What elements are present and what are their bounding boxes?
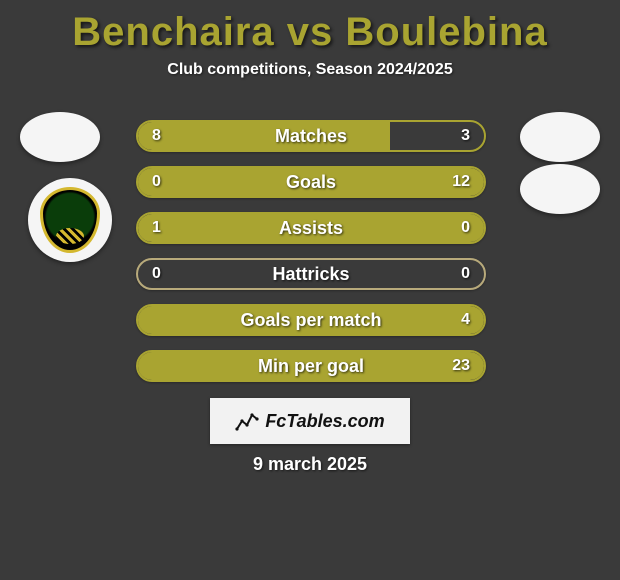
stat-row-goals-per-match: 4Goals per match — [136, 304, 486, 336]
team-b-logo-2 — [520, 164, 600, 214]
stat-label: Goals per match — [138, 306, 484, 334]
stat-row-min-per-goal: 23Min per goal — [136, 350, 486, 382]
stat-label: Assists — [138, 214, 484, 242]
page-title: Benchaira vs Boulebina — [0, 0, 620, 55]
stat-label: Hattricks — [138, 260, 484, 288]
club-crest-icon — [40, 187, 100, 253]
stat-label: Min per goal — [138, 352, 484, 380]
stat-row-matches: 83Matches — [136, 120, 486, 152]
stat-row-goals: 012Goals — [136, 166, 486, 198]
stats-bars: 83Matches 012Goals 10Assists 00Hattricks 4Go… — [136, 120, 486, 396]
stat-label: Matches — [138, 122, 484, 150]
fctables-label: FcTables.com — [265, 411, 384, 432]
page-subtitle: Club competitions, Season 2024/2025 — [0, 61, 620, 79]
stat-label: Goals — [138, 168, 484, 196]
team-a-logo-1 — [20, 112, 100, 162]
team-a-logo-2 — [28, 178, 112, 262]
date-label: 9 march 2025 — [0, 454, 620, 475]
chart-icon — [235, 409, 259, 433]
stat-row-assists: 10Assists — [136, 212, 486, 244]
team-b-logo-1 — [520, 112, 600, 162]
stat-row-hattricks: 00Hattricks — [136, 258, 486, 290]
fctables-link[interactable]: FcTables.com — [210, 398, 410, 444]
